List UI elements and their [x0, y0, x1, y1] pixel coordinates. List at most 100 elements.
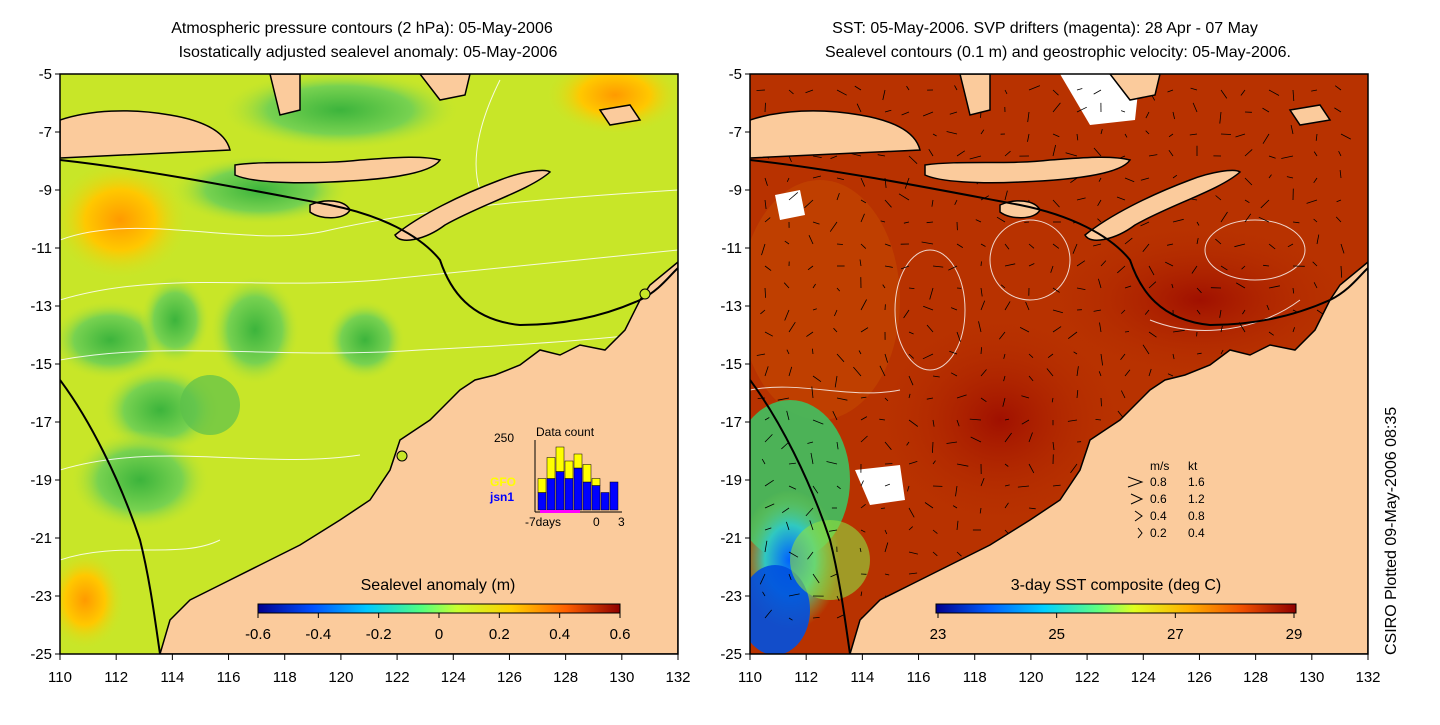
y-tick-label: -17	[30, 414, 52, 431]
left-map-panel: Atmospheric pressure contours (2 hPa): 0…	[30, 20, 690, 686]
x-tick-label: 124	[1131, 669, 1156, 686]
left-title-line1: Atmospheric pressure contours (2 hPa): 0…	[171, 20, 553, 37]
gfo-bar	[592, 479, 600, 486]
x-tick-label: 112	[794, 669, 818, 686]
y-tick-label: -17	[720, 414, 742, 431]
legend-kt-value: 0.8	[1188, 509, 1205, 523]
colorbar-tick-label: 25	[1048, 626, 1065, 643]
colorbar-tick-label: 29	[1286, 626, 1303, 643]
jsn1-bar	[547, 479, 555, 511]
x-tick-label: 112	[104, 669, 128, 686]
y-tick-label: -15	[720, 356, 742, 373]
x-tick-label: 110	[738, 669, 762, 686]
sst-field	[730, 74, 1368, 655]
sst-colorbar-label: 3-day SST composite (deg C)	[1011, 577, 1221, 594]
gfo-bar	[565, 461, 573, 479]
x-tick-label: 114	[160, 669, 184, 686]
colorbar-tick-label: 23	[930, 626, 947, 643]
x-tick-label: 126	[1187, 669, 1212, 686]
y-tick-label: -5	[39, 66, 52, 83]
colorbar-tick-label: -0.4	[305, 626, 331, 643]
y-tick-label: -9	[729, 182, 742, 199]
x-tick-label: 110	[48, 669, 72, 686]
jsn1-bar	[583, 482, 591, 510]
gfo-bar	[583, 465, 591, 483]
gfo-bar	[574, 454, 582, 468]
legend-kt-value: 1.6	[1188, 475, 1205, 489]
right-title-line1: SST: 05-May-2006. SVP drifters (magenta)…	[832, 20, 1258, 37]
jsn1-bar	[601, 493, 609, 511]
sealevel-anomaly-field	[45, 55, 685, 654]
x-tick-label: 128	[553, 669, 578, 686]
tide-gauge-marker[interactable]	[640, 289, 650, 299]
sumba-island	[1000, 201, 1040, 218]
jsn1-bar	[574, 468, 582, 510]
colorbar-tick-label: 27	[1167, 626, 1184, 643]
left-title-line2: Isostatically adjusted sealevel anomaly:…	[179, 44, 558, 61]
legend-header-kt: kt	[1188, 459, 1198, 473]
x-tick-label: 120	[328, 669, 353, 686]
colorbar-tick-label: 0.6	[610, 626, 631, 643]
gfo-bar	[556, 447, 564, 472]
x-tick-label: 116	[907, 669, 931, 686]
x-tick-label: 118	[273, 669, 297, 686]
y-tick-label: -7	[39, 124, 52, 141]
legend-ms-value: 0.4	[1150, 509, 1167, 523]
inset-ymax-label: 250	[494, 431, 514, 445]
x-tick-label: 116	[217, 669, 241, 686]
x-tick-label: 124	[441, 669, 466, 686]
jsn1-bar	[610, 482, 618, 510]
right-map-panel: SST: 05-May-2006. SVP drifters (magenta)…	[720, 20, 1380, 686]
y-tick-label: -13	[30, 298, 52, 315]
legend-header-ms: m/s	[1150, 459, 1169, 473]
x-tick-label: 130	[609, 669, 634, 686]
colorbar-tick-label: 0.2	[489, 626, 510, 643]
legend-ms-value: 0.8	[1150, 475, 1167, 489]
x-tick-label: 128	[1243, 669, 1268, 686]
y-tick-label: -21	[720, 530, 742, 547]
y-tick-label: -19	[30, 472, 52, 489]
gfo-bar	[547, 458, 555, 479]
sumba-island	[310, 201, 350, 218]
y-tick-label: -13	[720, 298, 742, 315]
legend-gfo: GFO	[490, 475, 516, 489]
credit-text: CSIRO Plotted 09-May-2006 08:35	[1383, 407, 1400, 655]
x-tick-label: 132	[1355, 669, 1380, 686]
y-tick-label: -7	[729, 124, 742, 141]
legend-ms-value: 0.2	[1150, 526, 1167, 540]
colorbar-tick-label: -0.2	[366, 626, 392, 643]
jsn1-bar	[556, 472, 564, 511]
colorbar-tick-label: -0.6	[245, 626, 271, 643]
jsn1-bar	[538, 493, 546, 511]
y-tick-label: -25	[30, 646, 52, 663]
colorbar-tick-label: 0.4	[549, 626, 570, 643]
x-tick-label: 126	[497, 669, 522, 686]
legend-ms-value: 0.6	[1150, 492, 1167, 506]
right-y-axis: -5-7-9-11-13-15-17-19-21-23-25	[720, 66, 750, 663]
gfo-bar	[538, 479, 546, 493]
x-tick-label: 122	[385, 669, 410, 686]
right-title-line2: Sealevel contours (0.1 m) and geostrophi…	[825, 44, 1291, 61]
y-tick-label: -23	[30, 588, 52, 605]
inset-xlabel-start: -7days	[525, 515, 561, 529]
tide-gauge-marker[interactable]	[397, 451, 407, 461]
inset-xlabel-end: 3	[618, 515, 625, 529]
jsn1-bar	[565, 479, 573, 511]
x-tick-label: 122	[1075, 669, 1100, 686]
y-tick-label: -21	[30, 530, 52, 547]
y-tick-label: -11	[31, 240, 52, 257]
legend-kt-value: 1.2	[1188, 492, 1205, 506]
y-tick-label: -19	[720, 472, 742, 489]
y-tick-label: -23	[720, 588, 742, 605]
y-tick-label: -11	[721, 240, 742, 257]
y-tick-label: -25	[720, 646, 742, 663]
x-tick-label: 120	[1018, 669, 1043, 686]
left-y-axis: -5-7-9-11-13-15-17-19-21-23-25	[30, 66, 60, 663]
colorbar-tick-label: 0	[435, 626, 443, 643]
legend-jsn1: jsn1	[489, 490, 514, 504]
x-tick-label: 114	[850, 669, 874, 686]
y-tick-label: -15	[30, 356, 52, 373]
